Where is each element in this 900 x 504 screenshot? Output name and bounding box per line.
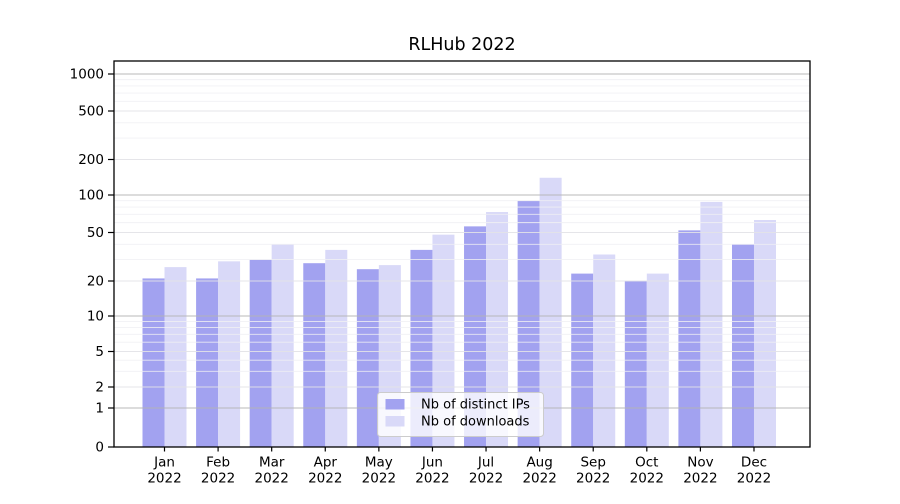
bar-distinct-ips-apr	[303, 263, 326, 447]
x-tick-label-month: Apr	[314, 455, 338, 471]
y-tick-label: 20	[87, 274, 104, 290]
bar-distinct-ips-aug	[517, 200, 540, 447]
bar-downloads-aug	[539, 177, 562, 448]
y-tick-label: 10	[87, 309, 104, 325]
y-tick-label: 200	[78, 152, 104, 168]
legend-box	[377, 392, 544, 437]
bar-downloads-sep	[593, 254, 616, 447]
x-tick-label-month: Jul	[477, 455, 494, 471]
x-tick-label-month: Jan	[153, 455, 175, 471]
x-tick-label-year: 2022	[362, 471, 396, 487]
plot-border	[113, 60, 811, 448]
bar-distinct-ips-dec	[731, 244, 754, 447]
bar-downloads-jul	[486, 212, 509, 447]
x-tick-label-month: Oct	[635, 455, 658, 471]
bar-distinct-ips-jan	[142, 278, 165, 447]
x-tick-label-year: 2022	[522, 471, 556, 487]
x-tick-label-year: 2022	[201, 471, 235, 487]
legend-swatch-distinct-ips	[385, 399, 405, 410]
y-tick-label: 100	[78, 188, 104, 204]
x-tick-label-year: 2022	[255, 471, 289, 487]
bar-distinct-ips-mar	[249, 259, 272, 447]
x-tick-label-month: Feb	[206, 455, 230, 471]
y-tick-label: 1	[95, 401, 104, 417]
bar-distinct-ips-nov	[678, 230, 701, 447]
axes-layer: 10005002001005020105210Jan2022Feb2022Mar…	[70, 60, 811, 487]
y-tick-label: 2	[95, 380, 104, 396]
x-tick-label-month: Mar	[259, 455, 285, 471]
y-tick-label: 1000	[70, 67, 104, 83]
bar-downloads-mar	[271, 244, 294, 447]
x-tick-label-year: 2022	[576, 471, 610, 487]
bar-downloads-jan	[164, 267, 187, 447]
bar-downloads-dec	[753, 219, 776, 447]
x-tick-label-year: 2022	[415, 471, 449, 487]
x-tick-label-year: 2022	[308, 471, 342, 487]
bars-layer	[142, 177, 776, 448]
bar-downloads-apr	[325, 249, 348, 447]
x-tick-label-month: Dec	[741, 455, 767, 471]
chart-title: RLHub 2022	[408, 35, 515, 55]
x-tick-label-year: 2022	[737, 471, 771, 487]
x-tick-label-month: Sep	[580, 455, 605, 471]
bar-downloads-feb	[218, 261, 241, 447]
y-tick-label: 500	[78, 104, 104, 120]
y-tick-label: 0	[95, 440, 104, 456]
x-tick-label-month: May	[365, 455, 393, 471]
x-tick-label-year: 2022	[147, 471, 181, 487]
bar-distinct-ips-may	[356, 269, 379, 447]
bar-distinct-ips-feb	[196, 278, 219, 447]
x-tick-label-month: Nov	[687, 455, 713, 471]
legend-swatch-downloads	[385, 416, 405, 427]
x-tick-label-month: Jun	[421, 455, 443, 471]
y-tick-label: 5	[95, 344, 104, 360]
gridlines-layer	[114, 73, 810, 409]
bar-distinct-ips-oct	[624, 281, 647, 447]
y-tick-label: 50	[87, 225, 104, 241]
bar-distinct-ips-jul	[464, 226, 487, 447]
x-tick-label-year: 2022	[683, 471, 717, 487]
x-tick-label-year: 2022	[469, 471, 503, 487]
x-tick-label-year: 2022	[630, 471, 664, 487]
bar-downloads-nov	[700, 201, 723, 447]
legend-label-distinct-ips: Nb of distinct IPs	[421, 398, 530, 413]
x-tick-label-month: Aug	[526, 455, 552, 471]
legend-label-downloads: Nb of downloads	[421, 415, 530, 430]
legend: Nb of distinct IPs Nb of downloads	[377, 392, 544, 437]
